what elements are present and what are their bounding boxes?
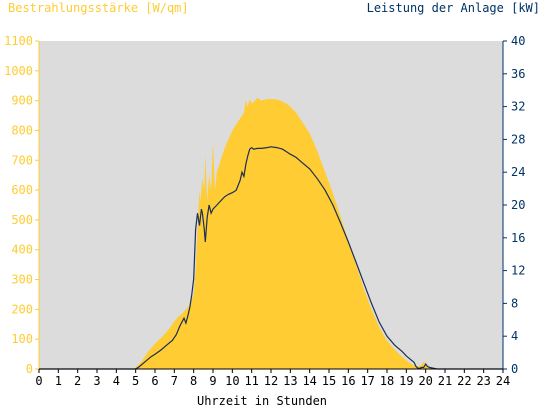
x-axis-title: Uhrzeit in Stunden xyxy=(197,394,327,408)
left-tick-label: 200 xyxy=(11,302,33,316)
left-tick-label: 600 xyxy=(11,183,33,197)
left-tick-label: 400 xyxy=(11,243,33,257)
x-tick-label: 18 xyxy=(380,374,394,388)
x-tick-label: 8 xyxy=(190,374,197,388)
right-tick-label: 16 xyxy=(511,231,525,245)
x-tick-label: 17 xyxy=(360,374,374,388)
x-tick-label: 7 xyxy=(171,374,178,388)
left-tick-label: 700 xyxy=(11,153,33,167)
power-line xyxy=(39,146,503,370)
x-tick-label: 16 xyxy=(341,374,355,388)
left-tick-label: 0 xyxy=(26,362,33,376)
x-tick-label: 13 xyxy=(283,374,297,388)
left-tick-label: 500 xyxy=(11,213,33,227)
left-ticks: 0 100 200 300 400 500 600 700 800 900 1000 1100 xyxy=(4,34,39,376)
x-tick-label: 12 xyxy=(264,374,278,388)
left-tick-label: 1000 xyxy=(4,64,33,78)
area-layer xyxy=(39,97,503,369)
x-tick-label: 3 xyxy=(93,374,100,388)
right-tick-label: 20 xyxy=(511,198,525,212)
x-tick-label: 5 xyxy=(132,374,139,388)
right-tick-label: 24 xyxy=(511,165,525,179)
x-tick-label: 14 xyxy=(302,374,316,388)
right-tick-label: 12 xyxy=(511,264,525,278)
x-tick-label: 21 xyxy=(438,374,452,388)
x-tick-label: 15 xyxy=(322,374,336,388)
x-tick-label: 22 xyxy=(457,374,471,388)
left-axis-title: Bestrahlungsstärke [W/qm] xyxy=(8,1,189,15)
x-tick-label: 23 xyxy=(476,374,490,388)
line-layer xyxy=(39,146,503,370)
irradiance-area xyxy=(39,97,503,369)
x-tick-label: 19 xyxy=(399,374,413,388)
x-ticks: 0 1 2 3 4 5 6 7 8 9 10 11 12 13 14 15 16 17 18 19 20 21 22 23 24 xyxy=(35,369,510,388)
right-tick-label: 0 xyxy=(511,362,518,376)
x-tick-label: 4 xyxy=(113,374,120,388)
left-tick-label: 800 xyxy=(11,123,33,137)
right-ticks: 0 4 8 12 16 20 24 28 32 36 40 xyxy=(503,34,525,376)
x-tick-label: 0 xyxy=(35,374,42,388)
x-tick-label: 10 xyxy=(225,374,239,388)
left-tick-label: 900 xyxy=(11,94,33,108)
x-tick-label: 20 xyxy=(418,374,432,388)
right-tick-label: 36 xyxy=(511,67,525,81)
left-tick-label: 100 xyxy=(11,332,33,346)
right-tick-label: 40 xyxy=(511,34,525,48)
x-tick-label: 24 xyxy=(496,374,510,388)
left-tick-label: 1100 xyxy=(4,34,33,48)
x-tick-label: 11 xyxy=(244,374,258,388)
right-tick-label: 8 xyxy=(511,296,518,310)
right-tick-label: 28 xyxy=(511,132,525,146)
x-tick-label: 2 xyxy=(74,374,81,388)
right-axis-title: Leistung der Anlage [kW] xyxy=(367,1,540,15)
left-tick-label: 300 xyxy=(11,273,33,287)
x-tick-label: 1 xyxy=(55,374,62,388)
right-tick-label: 32 xyxy=(511,100,525,114)
x-tick-label: 9 xyxy=(209,374,216,388)
x-tick-label: 6 xyxy=(151,374,158,388)
right-tick-label: 4 xyxy=(511,329,518,343)
